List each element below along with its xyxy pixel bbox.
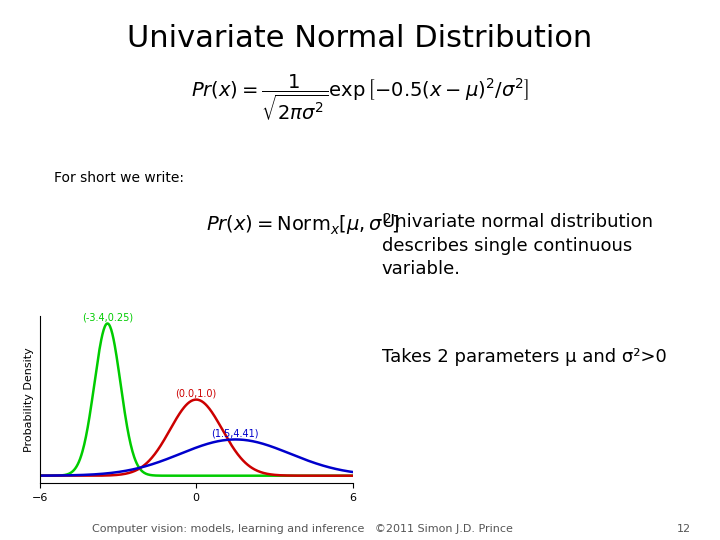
Text: $Pr(x) = \mathrm{Norm}_x[\mu, \sigma^2]$: $Pr(x) = \mathrm{Norm}_x[\mu, \sigma^2]$	[206, 211, 399, 237]
Text: (1.5,4.41): (1.5,4.41)	[212, 429, 259, 438]
Text: Univariate Normal Distribution: Univariate Normal Distribution	[127, 24, 593, 53]
Text: For short we write:: For short we write:	[54, 171, 184, 185]
Y-axis label: Probability Density: Probability Density	[24, 347, 34, 452]
Text: Univariate normal distribution
describes single continuous
variable.: Univariate normal distribution describes…	[382, 213, 652, 279]
Text: Takes 2 parameters μ and σ²>0: Takes 2 parameters μ and σ²>0	[382, 348, 666, 366]
Text: (-3.4,0.25): (-3.4,0.25)	[82, 313, 133, 322]
Text: (0.0,1.0): (0.0,1.0)	[176, 389, 217, 399]
Text: $Pr(x) = \dfrac{1}{\sqrt{2\pi\sigma^2}} \exp\left[-0.5(x-\mu)^2/\sigma^2\right]$: $Pr(x) = \dfrac{1}{\sqrt{2\pi\sigma^2}} …	[191, 72, 529, 122]
Text: 12: 12	[677, 523, 691, 534]
Text: Computer vision: models, learning and inference   ©2011 Simon J.D. Prince: Computer vision: models, learning and in…	[92, 523, 513, 534]
